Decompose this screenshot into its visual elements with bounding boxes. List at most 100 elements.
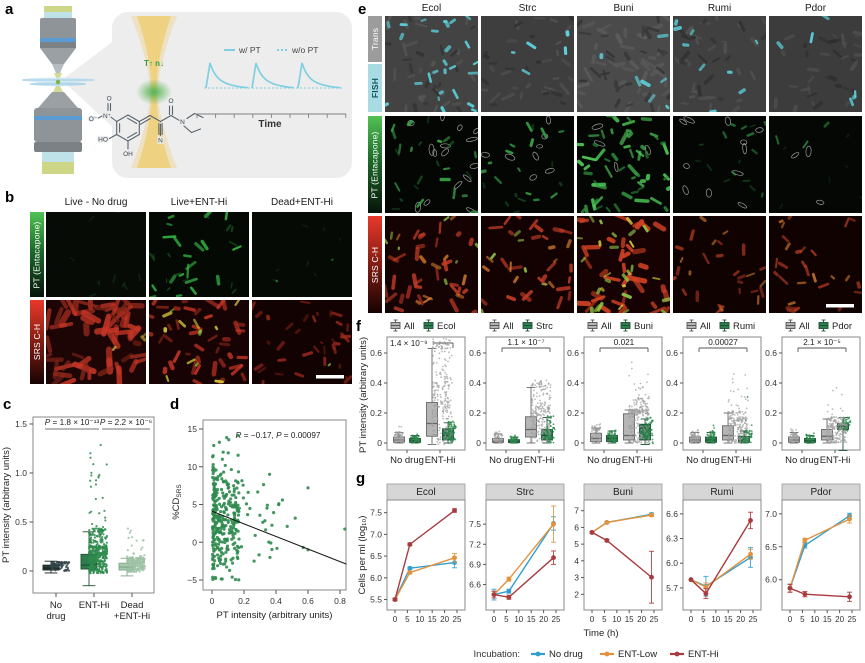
svg-text:0: 0: [772, 438, 777, 448]
svg-text:Pdor: Pdor: [832, 321, 852, 332]
svg-text:No drug: No drug: [549, 649, 583, 660]
svg-text:Dead: Dead: [121, 600, 144, 611]
svg-text:N: N: [180, 119, 185, 126]
e-img-pt-buni: [577, 116, 670, 213]
svg-text:0.6: 0.6: [302, 596, 314, 606]
svg-text:No drug: No drug: [489, 455, 523, 466]
panel-letter-c: c: [3, 396, 12, 413]
svg-text:20: 20: [539, 615, 548, 624]
e-rowbar-pt-entacapone: PT (Entacapone): [368, 116, 382, 213]
svg-text:Incubation:: Incubation:: [474, 649, 520, 660]
svg-text:5: 5: [504, 615, 509, 624]
svg-text:w/o PT: w/o PT: [291, 45, 318, 55]
svg-text:10: 10: [711, 615, 720, 624]
svg-text:0.4: 0.4: [765, 378, 777, 388]
svg-text:1.0: 1.0: [15, 468, 27, 478]
svg-text:Cells per ml (log₁₀): Cells per ml (log₁₀): [357, 516, 368, 595]
svg-text:ENT-Hi: ENT-Hi: [721, 455, 752, 466]
e-img-pt-strc: [481, 116, 574, 213]
svg-text:0: 0: [673, 438, 678, 448]
svg-text:0.6: 0.6: [765, 348, 777, 358]
svg-text:Time: Time: [258, 119, 282, 130]
e-img-srs-strc: [481, 216, 574, 313]
svg-text:0.2: 0.2: [666, 408, 678, 418]
svg-text:No: No: [50, 600, 62, 611]
panel-letter-d: d: [170, 396, 180, 413]
svg-text:Rumi: Rumi: [710, 487, 733, 498]
svg-text:15: 15: [625, 615, 634, 624]
svg-text:ENT-Hi: ENT-Hi: [688, 649, 719, 660]
svg-text:0.4: 0.4: [370, 378, 382, 388]
panel-a-schematic: T↑ n↓ O N⁺ O⁻ HO OH N O Nw/ PT w/o PT Time: [22, 6, 352, 178]
svg-text:0.8: 0.8: [334, 596, 346, 606]
panel-g-growth-curves: Cells per ml (log₁₀) Ecol 5.5 6.0 6.5 7.0 7.5 0…: [357, 483, 861, 660]
svg-text:25: 25: [552, 615, 561, 624]
svg-text:10: 10: [188, 462, 198, 472]
b-img-pt-live-no-drug: [46, 212, 146, 297]
svg-text:P = 1.8 × 10⁻¹³: P = 1.8 × 10⁻¹³: [45, 418, 100, 427]
e-img-trans-rumi: [673, 16, 766, 112]
svg-text:0.4: 0.4: [666, 378, 678, 388]
svg-text:0: 0: [574, 438, 579, 448]
svg-text:drug: drug: [46, 611, 65, 622]
b-img-srs-dead-ent-hi: [252, 300, 352, 384]
svg-text:1.5: 1.5: [15, 419, 27, 429]
svg-text:All: All: [700, 321, 711, 332]
e-col-strc: Strc: [518, 3, 537, 14]
svg-text:15: 15: [527, 615, 536, 624]
svg-text:20: 20: [736, 615, 745, 624]
svg-text:0.5: 0.5: [15, 517, 27, 527]
svg-text:2.1 × 10⁻⁵: 2.1 × 10⁻⁵: [803, 338, 841, 347]
svg-text:Strc: Strc: [516, 487, 534, 498]
svg-text:No drug: No drug: [686, 455, 720, 466]
e-rowbar-srs-ch: SRS C-H: [368, 216, 382, 313]
svg-text:6.0: 6.0: [370, 573, 382, 583]
svg-text:0.2: 0.2: [765, 408, 777, 418]
svg-text:0.6: 0.6: [567, 348, 579, 358]
svg-text:6.6: 6.6: [469, 580, 481, 590]
svg-text:6: 6: [574, 522, 579, 532]
b-rowbar-pt-entacapone: PT (Entacapone): [30, 212, 44, 297]
svg-text:O: O: [168, 98, 173, 105]
svg-text:4: 4: [574, 556, 579, 566]
svg-text:No drug: No drug: [785, 455, 819, 466]
svg-text:5: 5: [602, 615, 607, 624]
svg-text:0: 0: [192, 537, 197, 547]
b-col-live-ent-hi: Live+ENT-Hi: [170, 197, 228, 208]
svg-text:All: All: [799, 321, 810, 332]
b-rowbar-srs-ch: SRS C-H: [30, 300, 44, 384]
svg-text:0.4: 0.4: [567, 378, 579, 388]
svg-text:ENT-Hi: ENT-Hi: [820, 455, 851, 466]
b-col-dead-ent-hi: Dead+ENT-Hi: [271, 197, 333, 208]
b-img-srs-live-no-drug: [46, 300, 146, 384]
svg-text:5.7: 5.7: [666, 583, 678, 593]
e-img-trans-ecol: [385, 16, 478, 112]
e-img-srs-pdor: [769, 216, 862, 313]
e-col-ecol: Ecol: [421, 3, 442, 14]
svg-text:O⁻: O⁻: [89, 116, 98, 123]
e-img-pt-ecol: [385, 116, 478, 213]
e-img-srs-rumi: [673, 216, 766, 313]
svg-text:0.2: 0.2: [238, 596, 250, 606]
svg-text:0: 0: [788, 615, 793, 624]
svg-text:P = 2.2 × 10⁻⁶: P = 2.2 × 10⁻⁶: [100, 418, 152, 427]
svg-text:1.4 × 10⁻⁹: 1.4 × 10⁻⁹: [390, 339, 428, 348]
svg-text:7.2: 7.2: [469, 539, 481, 549]
svg-text:ENT-Hi: ENT-Hi: [79, 600, 110, 611]
e-img-trans-pdor: [769, 16, 862, 112]
svg-text:Ecol: Ecol: [437, 321, 455, 332]
svg-text:10: 10: [810, 615, 819, 624]
svg-text:PT intensity (arbitrary units): PT intensity (arbitrary units): [1, 447, 12, 563]
svg-text:0.2: 0.2: [567, 408, 579, 418]
panel-letter-f: f: [356, 318, 361, 335]
svg-text:2: 2: [574, 589, 579, 599]
svg-text:No drug: No drug: [390, 455, 424, 466]
svg-text:5: 5: [800, 615, 805, 624]
svg-text:ENT-Hi: ENT-Hi: [425, 455, 456, 466]
svg-text:0.2: 0.2: [469, 408, 481, 418]
b-col-live-no-drug: Live - No drug: [64, 197, 128, 208]
b-img-pt-dead-ent-hi: [252, 212, 352, 297]
svg-text:7.5: 7.5: [469, 519, 481, 529]
svg-text:w/ PT: w/ PT: [238, 45, 261, 55]
svg-text:20: 20: [440, 615, 449, 624]
